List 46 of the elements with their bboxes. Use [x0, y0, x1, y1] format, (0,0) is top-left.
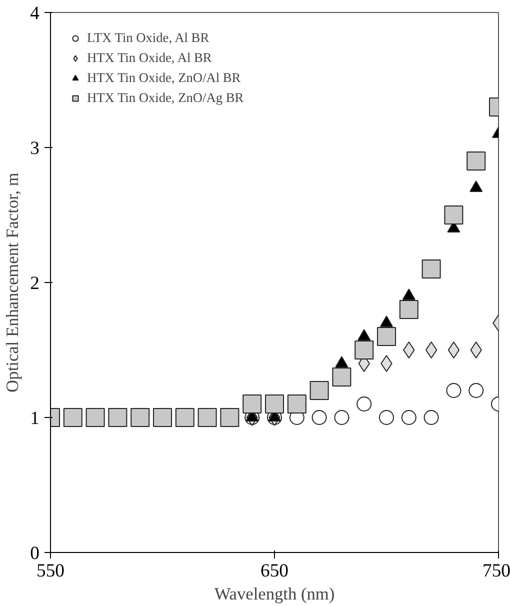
point	[356, 396, 372, 412]
x-tick-label: 550	[36, 560, 64, 582]
point	[470, 342, 482, 358]
x-tick-label: 750	[482, 560, 510, 582]
y-tick-label: 1	[30, 408, 40, 429]
x-tick-label: 650	[260, 560, 288, 582]
legend-label: HTX Tin Oxide, Al BR	[87, 50, 212, 66]
point	[108, 408, 128, 427]
point	[242, 394, 262, 414]
y-tick-label: 0	[30, 543, 40, 564]
point	[446, 383, 462, 398]
point	[220, 408, 240, 427]
legend-label: HTX Tin Oxide, ZnO/Ag BR	[87, 90, 244, 106]
point	[425, 342, 438, 358]
point	[332, 368, 352, 386]
point	[380, 355, 392, 372]
y-tick-label: 4	[30, 3, 40, 24]
point	[468, 383, 484, 398]
point	[153, 408, 172, 427]
point	[287, 394, 306, 414]
y-tick-label: 3	[30, 138, 40, 159]
point	[310, 381, 329, 400]
point	[175, 408, 194, 427]
y-tick-label: 2	[30, 273, 40, 294]
point	[334, 410, 350, 425]
point	[466, 152, 486, 170]
point	[399, 300, 418, 319]
legend-label: HTX Tin Oxide, ZnO/Al BR	[87, 70, 241, 86]
point	[444, 206, 464, 224]
point	[354, 340, 374, 360]
legend-label: LTX Tin Oxide, Al BR	[87, 30, 210, 46]
point	[63, 408, 82, 427]
point	[379, 410, 394, 425]
point	[86, 408, 105, 427]
x-axis-title: Wavelength (nm)	[214, 584, 335, 604]
point	[377, 327, 396, 346]
point	[198, 408, 217, 427]
point	[401, 410, 416, 425]
point	[130, 408, 150, 427]
point	[403, 342, 415, 358]
point	[448, 342, 460, 358]
point	[265, 394, 284, 414]
point	[424, 410, 439, 425]
y-axis-title: Optical Enhancement Factor, m	[3, 172, 22, 392]
point	[312, 410, 327, 425]
point	[422, 260, 441, 278]
